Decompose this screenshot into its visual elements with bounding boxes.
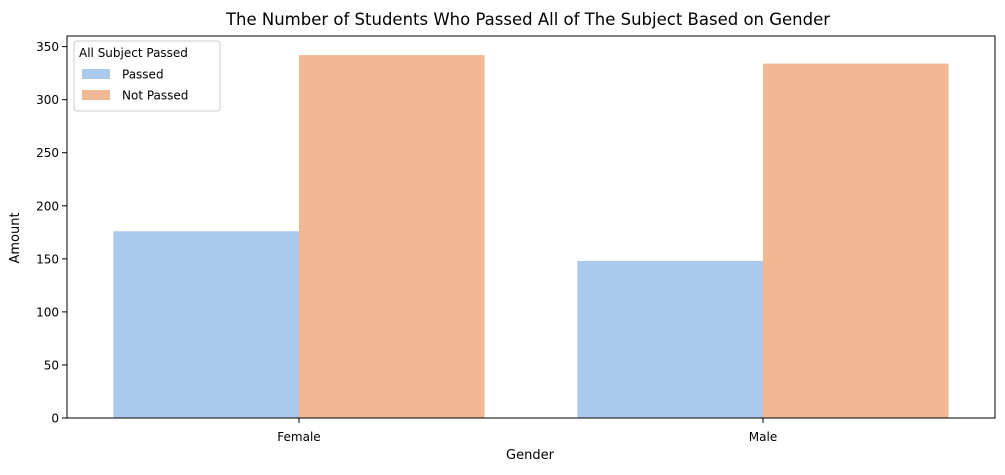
legend-title: All Subject Passed [79, 46, 188, 60]
y-tick-label: 250 [36, 146, 59, 160]
bar-passed-male [577, 260, 763, 418]
y-tick-label: 0 [51, 412, 59, 426]
y-tick-label: 50 [44, 358, 59, 372]
x-tick-label: Male [749, 430, 777, 444]
bar-not-passed-female [299, 55, 485, 418]
chart-title: The Number of Students Who Passed All of… [225, 10, 830, 29]
plot-frame [66, 35, 996, 419]
legend-label-not-passed: Not Passed [122, 89, 188, 103]
legend-box [73, 40, 221, 112]
x-axis-label: Gender [506, 448, 555, 463]
y-tick-label: 300 [36, 93, 59, 107]
legend-swatch-passed [82, 69, 110, 79]
bars-layer [113, 55, 949, 418]
y-axis-label: Amount [8, 212, 23, 263]
legend-swatch-not-passed [82, 90, 110, 100]
legend-label-passed: Passed [122, 68, 164, 82]
bar-not-passed-male [763, 63, 949, 418]
axes-layer: Female Male 0 50 100 150 200 250 300 350 [36, 35, 996, 444]
y-tick-label: 350 [36, 40, 59, 54]
y-tick-label: 150 [36, 252, 59, 266]
x-tick-label: Female [277, 430, 320, 444]
y-tick-label: 200 [36, 199, 59, 213]
y-tick-label: 100 [36, 305, 59, 319]
legend: All Subject Passed Passed Not Passed [73, 40, 221, 112]
bar-passed-female [113, 231, 300, 418]
